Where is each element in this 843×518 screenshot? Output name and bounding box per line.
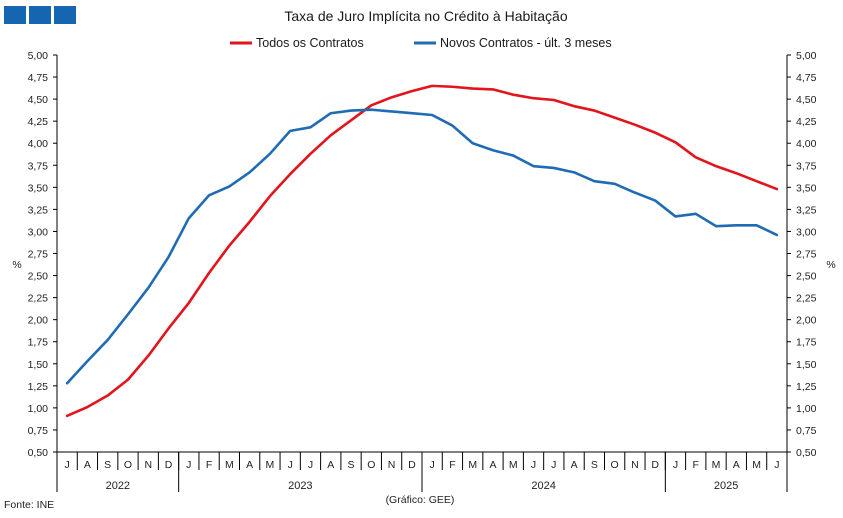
x-month-label: A — [571, 459, 578, 471]
y-tick-label: 3,25 — [796, 204, 817, 216]
y-tick-label: 4,25 — [796, 116, 817, 128]
y-tick-label: 5,00 — [796, 50, 817, 62]
legend-label-series-1: Todos os Contratos — [256, 36, 364, 50]
y-tick-label: 4,75 — [796, 72, 817, 84]
y-tick-label: 4,50 — [28, 94, 49, 106]
y-tick-label: 1,50 — [28, 359, 49, 371]
x-month-label: F — [693, 459, 699, 471]
x-month-label: F — [206, 459, 212, 471]
y-axis-label-left: % — [12, 259, 21, 271]
y-tick-label: 3,75 — [28, 160, 49, 172]
x-month-label: D — [165, 459, 173, 471]
y-tick-label: 3,75 — [796, 160, 817, 172]
y-tick-label: 2,50 — [28, 271, 49, 283]
x-month-label: O — [367, 459, 375, 471]
y-tick-label: 4,00 — [28, 138, 49, 150]
x-month-label: A — [733, 459, 740, 471]
x-year-label: 2023 — [288, 480, 312, 492]
x-month-label: M — [752, 459, 761, 471]
logo-block — [4, 6, 26, 24]
x-month-label: M — [266, 459, 275, 471]
y-tick-label: 1,00 — [796, 403, 817, 415]
x-month-label: M — [712, 459, 721, 471]
x-month-label: S — [348, 459, 355, 471]
y-tick-label: 1,50 — [796, 359, 817, 371]
x-month-label: D — [408, 459, 416, 471]
y-tick-label: 3,50 — [796, 182, 817, 194]
credit-note: (Gráfico: GEE) — [386, 494, 455, 506]
y-tick-label: 0,75 — [796, 425, 817, 437]
source-note: Fonte: INE — [4, 499, 54, 511]
x-month-label: J — [288, 459, 293, 471]
y-tick-label: 3,50 — [28, 182, 49, 194]
x-month-label: O — [124, 459, 132, 471]
x-year-label: 2022 — [106, 480, 130, 492]
x-month-label: J — [673, 459, 678, 471]
x-month-label: J — [774, 459, 779, 471]
x-month-label: J — [551, 459, 556, 471]
x-year-label: 2024 — [531, 480, 555, 492]
y-axis-label-right: % — [826, 259, 835, 271]
legend-label-series-2: Novos Contratos - últ. 3 meses — [440, 36, 612, 50]
y-tick-label: 0,75 — [28, 425, 49, 437]
x-month-label: N — [388, 459, 396, 471]
y-tick-label: 4,00 — [796, 138, 817, 150]
ine-logo-blocks-icon — [4, 6, 76, 24]
y-tick-label: 2,75 — [796, 249, 817, 261]
chart-title: Taxa de Juro Implícita no Crédito à Habi… — [284, 8, 567, 24]
x-month-label: M — [509, 459, 518, 471]
y-tick-label: 1,75 — [796, 337, 817, 349]
series-line-1 — [65, 84, 779, 418]
y-tick-label: 1,75 — [28, 337, 49, 349]
logo-block — [29, 6, 51, 24]
x-year-label: 2025 — [714, 480, 738, 492]
y-tick-label: 0,50 — [28, 447, 49, 459]
x-month-label: F — [449, 459, 455, 471]
y-tick-label: 1,25 — [796, 381, 817, 393]
x-month-label: A — [84, 459, 91, 471]
y-ticks-left: 0,50 0,75 1,00 1,25 1,50 1,75 2,00 2,25 2,50 2,75… — [28, 50, 57, 459]
x-month-label: M — [468, 459, 477, 471]
y-tick-label: 5,00 — [28, 50, 49, 62]
y-tick-label: 1,25 — [28, 381, 49, 393]
series-line-2 — [65, 108, 779, 385]
x-month-label: J — [531, 459, 536, 471]
y-tick-label: 3,25 — [28, 204, 49, 216]
x-month-label: A — [327, 459, 334, 471]
y-tick-label: 1,00 — [28, 403, 49, 415]
y-tick-label: 2,75 — [28, 249, 49, 261]
y-tick-label: 2,00 — [28, 315, 49, 327]
x-month-label: D — [651, 459, 659, 471]
y-tick-label: 2,25 — [796, 293, 817, 305]
x-month-label: J — [186, 459, 191, 471]
x-month-label: J — [430, 459, 435, 471]
y-tick-label: 0,50 — [796, 447, 817, 459]
x-month-label: J — [308, 459, 313, 471]
x-month-label: S — [104, 459, 111, 471]
x-month-label: N — [144, 459, 152, 471]
x-month-label: A — [489, 459, 496, 471]
y-tick-label: 3,00 — [28, 226, 49, 238]
y-tick-label: 2,50 — [796, 271, 817, 283]
y-ticks-right: 0,50 0,75 1,00 1,25 1,50 1,75 2,00 2,25 2,50 2,75… — [787, 50, 817, 459]
series-lines — [65, 84, 779, 418]
y-tick-label: 2,00 — [796, 315, 817, 327]
logo-block — [54, 6, 76, 24]
y-tick-label: 4,25 — [28, 116, 49, 128]
y-tick-label: 4,50 — [796, 94, 817, 106]
legend: Todos os Contratos Novos Contratos - últ… — [230, 36, 612, 50]
x-month-label: M — [225, 459, 234, 471]
y-tick-label: 3,00 — [796, 226, 817, 238]
x-month-label: J — [65, 459, 70, 471]
x-month-label: A — [246, 459, 253, 471]
y-tick-label: 4,75 — [28, 72, 49, 84]
x-month-label: O — [611, 459, 619, 471]
y-tick-label: 2,25 — [28, 293, 49, 305]
x-month-label: S — [591, 459, 598, 471]
x-month-label: N — [631, 459, 639, 471]
x-ticks: J A S O N D J F M A M J J A S O N D J F M A M J J A S O N D J F M A M J2022… — [56, 452, 788, 492]
